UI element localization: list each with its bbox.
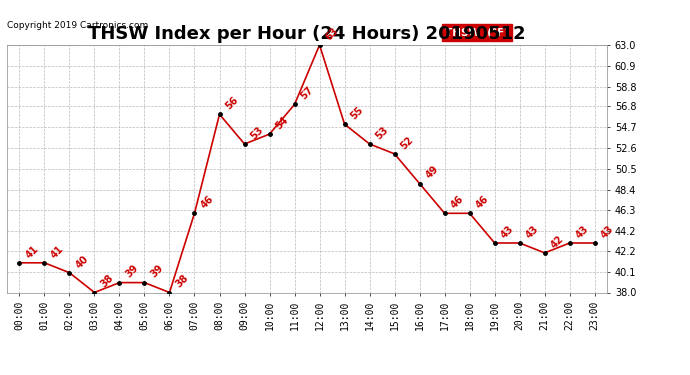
Text: 46: 46 [448, 194, 465, 210]
Text: 55: 55 [348, 105, 365, 122]
Text: 41: 41 [23, 243, 40, 260]
Text: 49: 49 [424, 164, 440, 181]
Text: 43: 43 [524, 224, 540, 240]
Text: 40: 40 [74, 253, 90, 270]
Text: 53: 53 [248, 124, 265, 141]
Text: 52: 52 [399, 135, 415, 151]
Text: 54: 54 [274, 115, 290, 131]
Text: 53: 53 [374, 124, 391, 141]
Text: 41: 41 [48, 243, 65, 260]
Title: THSW Index per Hour (24 Hours) 20190512: THSW Index per Hour (24 Hours) 20190512 [88, 26, 526, 44]
Text: 46: 46 [199, 194, 215, 210]
Text: 38: 38 [99, 273, 115, 290]
Text: Copyright 2019 Cartronics.com: Copyright 2019 Cartronics.com [7, 21, 148, 30]
Text: 39: 39 [124, 263, 140, 280]
Text: 57: 57 [299, 85, 315, 102]
Text: 39: 39 [148, 263, 165, 280]
Text: 56: 56 [224, 95, 240, 111]
Text: 63: 63 [324, 26, 340, 42]
Text: 43: 43 [499, 224, 515, 240]
Text: 38: 38 [174, 273, 190, 290]
Text: 46: 46 [474, 194, 491, 210]
Text: 42: 42 [549, 234, 565, 250]
Text: 43: 43 [599, 224, 615, 240]
Text: 43: 43 [574, 224, 591, 240]
Text: THSW  (°F): THSW (°F) [445, 27, 509, 38]
